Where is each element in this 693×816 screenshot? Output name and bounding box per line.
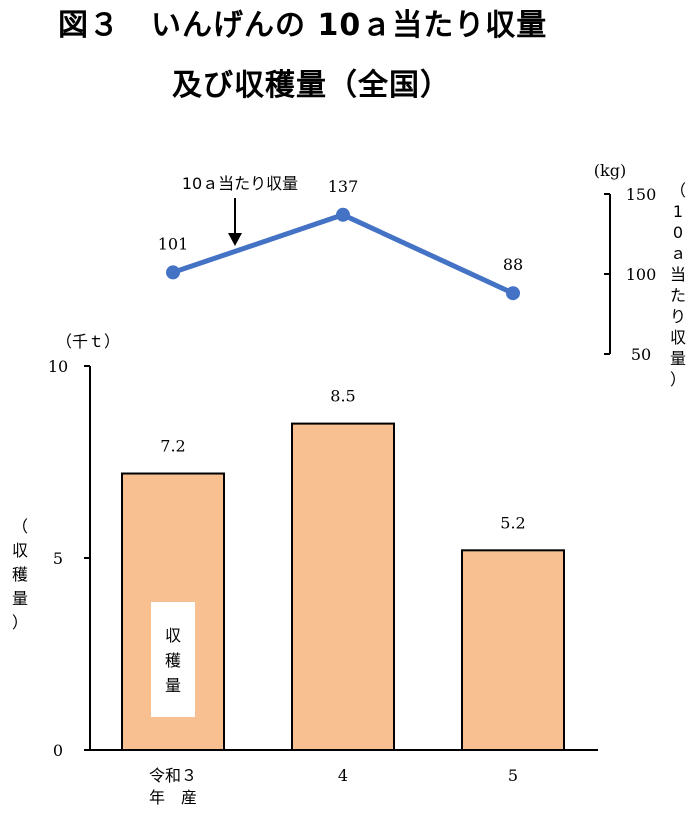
bar-value-label: 8.5	[330, 387, 355, 406]
x-tick-label: 年 産	[149, 788, 197, 807]
bar-axis-tick-label: 10	[48, 357, 68, 376]
line-axis-label-char: り	[670, 307, 686, 326]
chart-title-line2: 及び収穫量（全国）	[172, 68, 451, 103]
legend-arrow-head	[228, 233, 242, 246]
bar-axis-label-char: （	[12, 517, 28, 536]
bar-axis-label: （ 収穫量 ）	[12, 517, 28, 632]
line-value-label: 88	[503, 255, 523, 274]
line-axis-label-char: 当	[670, 265, 686, 284]
chart-title-line1: 図３ いんげんの 10ａ当たり収量	[58, 8, 548, 43]
line-axis-label-char: た	[670, 286, 686, 305]
line-axis-label-char: 量	[670, 349, 686, 368]
bar-axis-label-char: 穫	[12, 565, 28, 584]
line-point-1	[166, 265, 180, 280]
x-tick-label: 令和３	[149, 766, 197, 785]
line-axis-label-char: 1	[673, 202, 683, 221]
bar-axis-unit: （千ｔ）	[56, 332, 120, 351]
bar-axis-label-char: 量	[12, 589, 28, 608]
bar-axis-label-char: 収	[12, 541, 28, 560]
line-axis-label: （ 1 0 ａ当たり収量 ）	[670, 181, 686, 389]
line-axis-label-char: （	[670, 181, 686, 200]
line-axis-tick-label: 150	[626, 185, 657, 204]
line-axis-label-char: 0	[673, 223, 683, 242]
line-point-3	[506, 286, 520, 301]
line-axis-label-char: ａ	[670, 244, 686, 263]
bar-legend-char: 収	[165, 626, 181, 645]
bar-legend-label: 収穫量	[165, 626, 181, 695]
bar-2	[291, 422, 395, 751]
bar-axis-tick-label: 5	[53, 549, 63, 568]
line-series	[172, 212, 515, 296]
line-axis-tick-label: 100	[626, 265, 657, 284]
line-axis-unit: (kg)	[594, 161, 626, 180]
bar-value-label: 5.2	[500, 513, 525, 532]
bar-legend-char: 量	[165, 676, 181, 695]
x-tick-label: 5	[508, 766, 518, 785]
x-tick-label: 4	[338, 766, 348, 785]
line-point-2	[336, 207, 350, 222]
bar-axis-tick-label: 0	[53, 741, 63, 760]
line-value-label: 101	[158, 234, 189, 253]
bar-legend-box	[151, 602, 195, 717]
line-axis-label-char: 収	[670, 328, 686, 347]
bar-value-label: 7.2	[160, 437, 185, 456]
bar-3	[461, 549, 565, 751]
line-axis-label-char: ）	[670, 370, 686, 389]
bar-axis-label-char: ）	[12, 613, 28, 632]
line-value-label: 137	[328, 177, 359, 196]
line-axis-tick-label: 50	[631, 345, 651, 364]
bar-legend-char: 穫	[165, 651, 181, 670]
line-legend-label: 10ａ当たり収量	[182, 174, 298, 193]
